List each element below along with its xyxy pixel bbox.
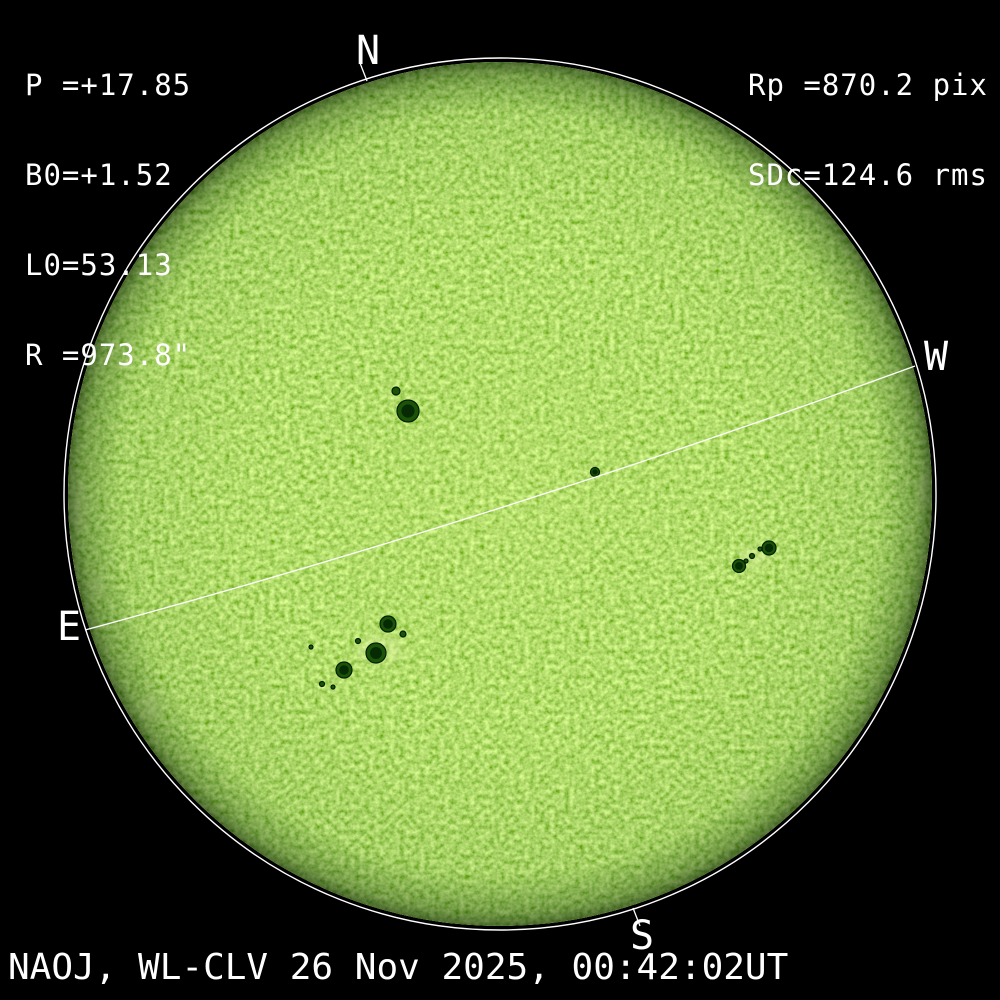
south-label: S: [629, 913, 655, 959]
west-label: W: [923, 334, 949, 380]
east-label: E: [56, 604, 82, 650]
sunspot-group: [308, 386, 777, 690]
image-stats-block: Rp =870.2 pix SDc=124.6 rms: [748, 10, 988, 250]
observatory-caption: NAOJ, WL-CLV 26 Nov 2025, 00:42:02UT: [8, 947, 789, 988]
b0-angle-value: B0=+1.52: [25, 158, 173, 192]
p-angle-value: P =+17.85: [25, 68, 192, 102]
limb-darkening-overlay: [68, 62, 932, 926]
solar-equator-line: [84, 365, 916, 631]
north-label: N: [355, 28, 381, 74]
pixel-radius-value: Rp =870.2 pix: [748, 68, 988, 102]
pole-tick-marks: [359, 62, 641, 927]
limb-circle-outline: [63, 57, 937, 931]
sd-contrast-value: SDc=124.6 rms: [748, 158, 988, 192]
ephemeris-block: P =+17.85 B0=+1.52 L0=53.13 R =973.8": [25, 10, 191, 430]
l0-angle-value: L0=53.13: [25, 248, 173, 282]
solar-radius-value: R =973.8": [25, 338, 192, 372]
